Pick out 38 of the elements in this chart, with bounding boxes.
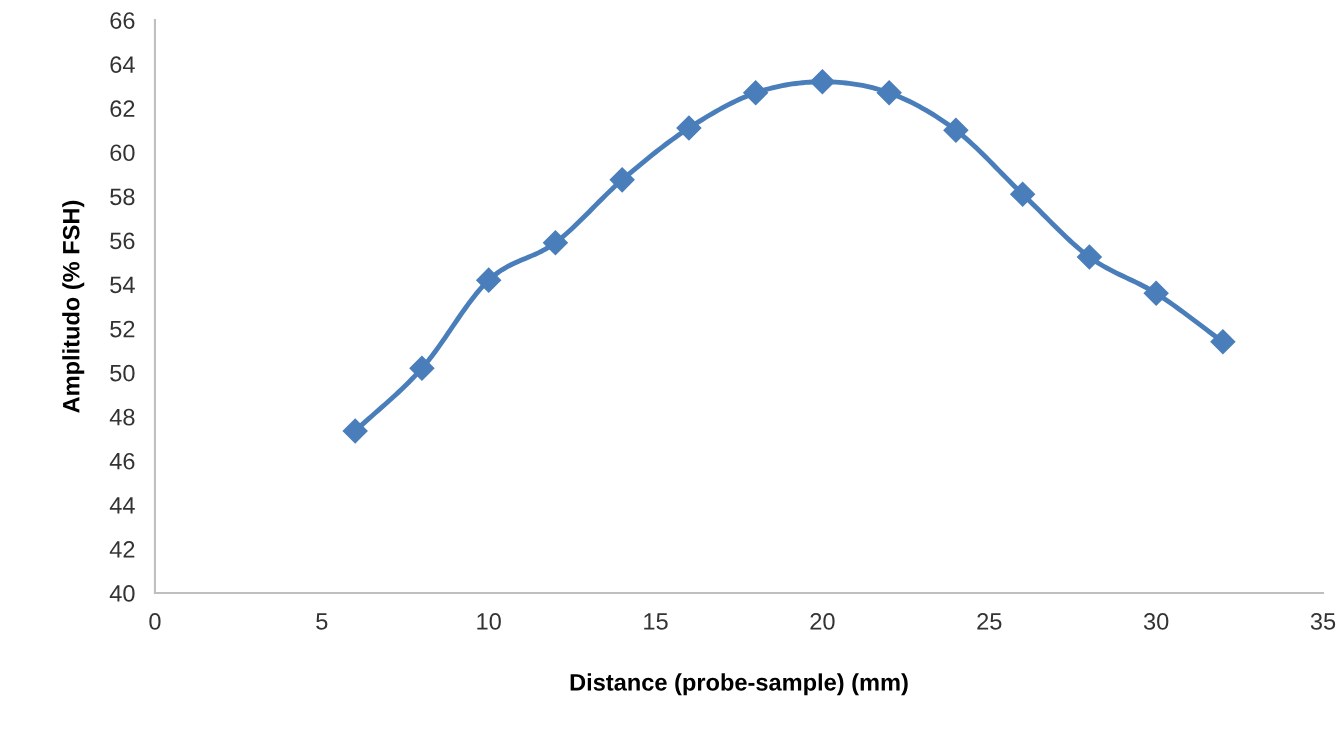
point [409,355,435,381]
y-tick-label: 62 [110,100,135,118]
point [609,167,635,193]
y-axis-title: Amplitudo (% FSH) [62,200,85,413]
x-tick-label: 5 [316,613,328,630]
point [943,117,969,143]
point [1076,244,1102,270]
y-tick-label: 42 [109,541,135,558]
y-tick-label: 60 [110,144,135,162]
point [809,69,835,95]
y-tick-label: 56 [110,232,135,250]
x-tick-label: 25 [977,613,1002,630]
point [1210,329,1236,355]
y-tick-label: 50 [110,364,135,382]
x-tick-label: 15 [644,613,668,630]
y-tick-label: 48 [109,408,135,426]
x-tick-label: 10 [477,613,501,630]
x-tick-label: 20 [810,613,835,630]
y-tick-label: 66 [110,12,135,29]
y-tick-label: 40 [109,585,135,602]
point [1143,280,1169,306]
y-tick-label: 54 [110,276,135,294]
y-tick-label: 52 [110,320,135,338]
point [1010,181,1036,207]
point [876,80,902,106]
point [476,267,502,293]
x-tick-label: 0 [149,613,161,630]
point [676,115,702,141]
y-tick-label: 58 [110,188,135,206]
point [542,230,568,256]
x-axis-title: Distance (probe-sample) (mm) [570,673,908,696]
y-tick-label: 64 [110,56,135,73]
point [342,418,368,444]
x-tick-label: 35 [1310,613,1336,630]
y-tick-label: 46 [109,452,135,470]
x-tick-label: 30 [1143,613,1169,630]
point [743,80,769,106]
y-tick-label: 44 [109,497,135,514]
